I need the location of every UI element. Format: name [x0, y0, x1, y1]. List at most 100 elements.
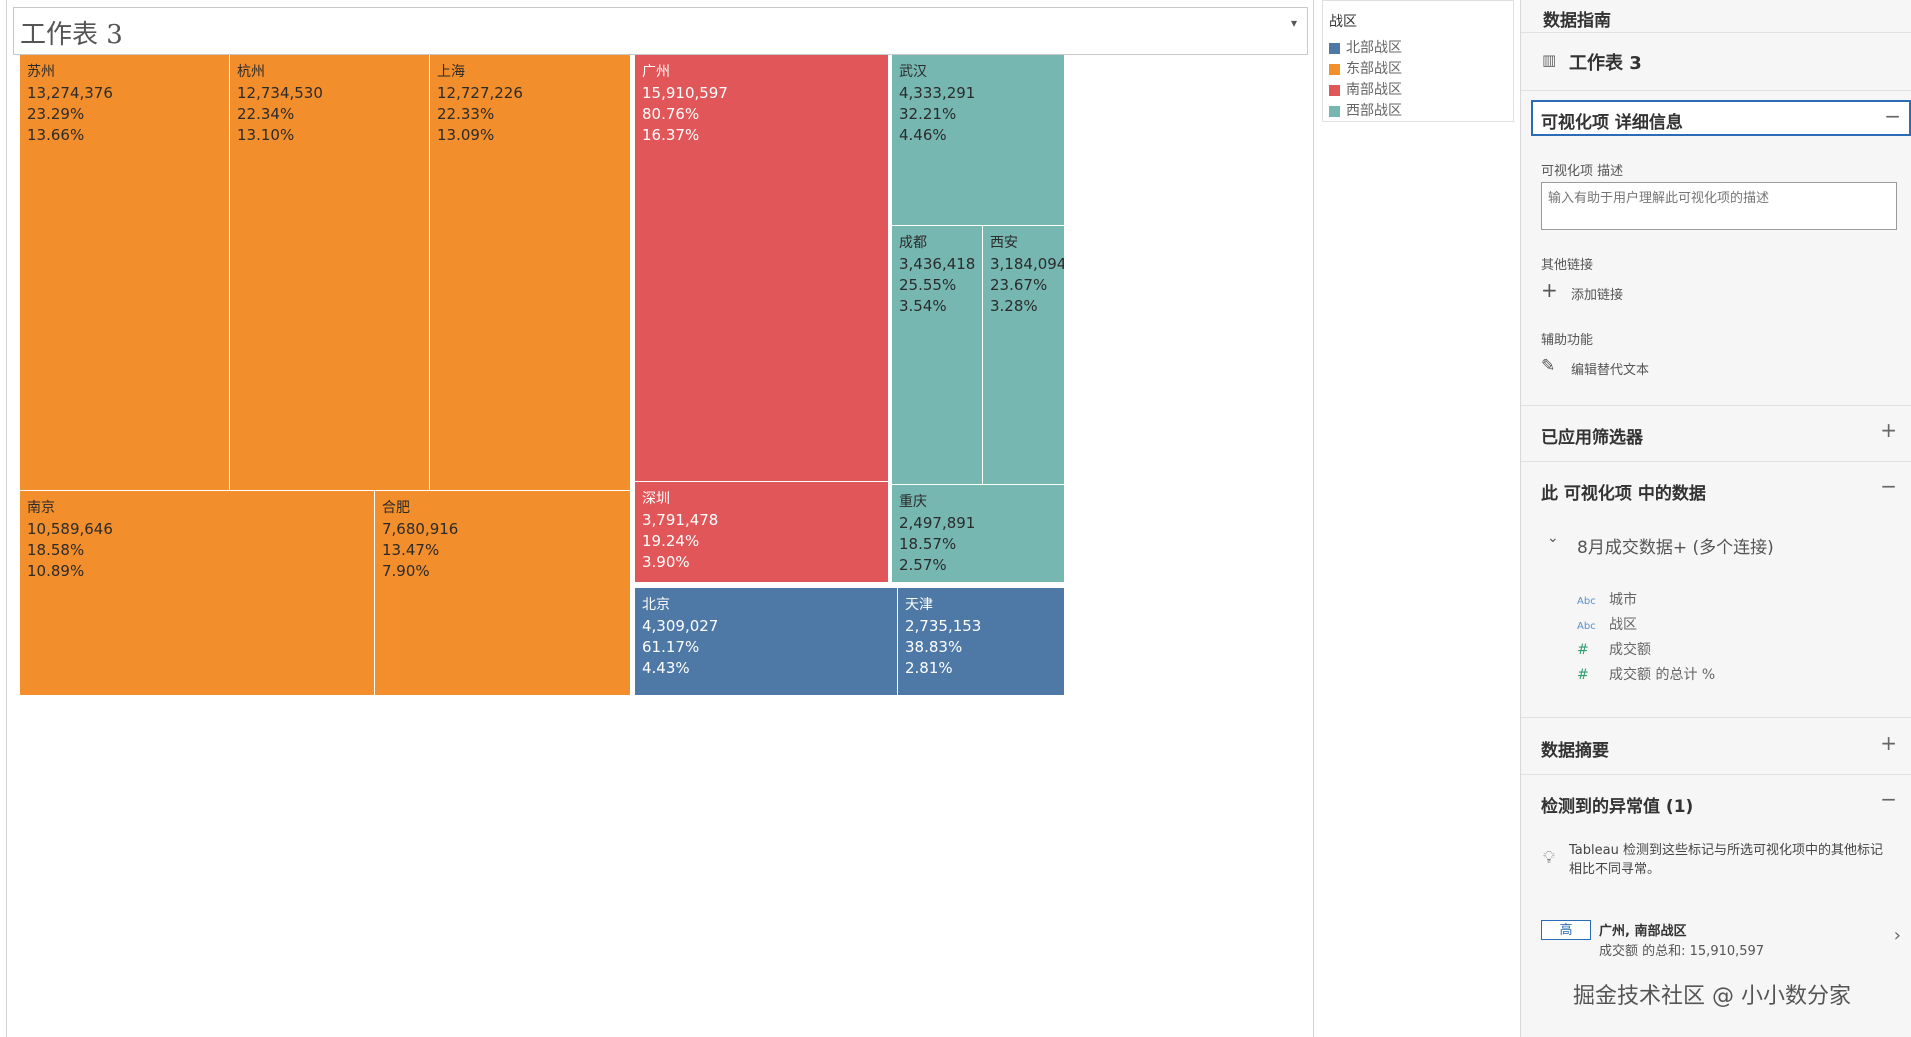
outliers-note: Tableau 检测到这些标记与所选可视化项中的其他标记相比不同寻常。	[1569, 843, 1883, 877]
legend-swatch	[1329, 63, 1340, 75]
tile-pct-total: 7.90%	[382, 562, 430, 580]
field-item: # 成交额 的总计 %	[1577, 664, 1715, 686]
field-item: # 成交额	[1577, 639, 1651, 661]
legend-item-west[interactable]: 西部战区	[1329, 100, 1402, 120]
outliers-title[interactable]: 检测到的异常值 (1)	[1541, 797, 1694, 817]
treemap-tile-shenzhen[interactable]: 深圳 3,791,478 19.24% 3.90%	[635, 482, 889, 583]
tile-city: 天津	[905, 597, 933, 613]
tile-city: 重庆	[899, 494, 927, 510]
treemap-tile-suzhou[interactable]: 苏州 13,274,376 23.29% 13.66%	[20, 55, 230, 491]
data-guide-panel: 数据指南 ▥ 工作表 3 可视化项 详细信息 − 可视化项 描述 其他链接 + …	[1520, 0, 1911, 1037]
legend-label: 西部战区	[1346, 103, 1402, 119]
collapse-icon[interactable]: −	[1884, 104, 1901, 128]
treemap-tile-chengdu[interactable]: 成都 3,436,418 25.55% 3.54%	[892, 226, 983, 485]
tile-pct-total: 13.10%	[237, 126, 295, 144]
legend-swatch	[1329, 84, 1340, 96]
legend-item-north[interactable]: 北部战区	[1329, 37, 1402, 57]
tile-pct-region: 25.55%	[899, 276, 957, 294]
worksheet-title-box[interactable]: 工作表 3 ▾	[13, 7, 1308, 55]
filters-title[interactable]: 已应用筛选器	[1541, 428, 1643, 448]
collapse-icon[interactable]: −	[1880, 474, 1897, 498]
outlier-badge: 高	[1541, 920, 1591, 940]
tile-pct-total: 13.09%	[437, 126, 495, 144]
pencil-icon: ✎	[1541, 356, 1556, 376]
string-type-icon: Abc	[1577, 596, 1596, 607]
treemap-tile-beijing[interactable]: 北京 4,309,027 61.17% 4.43%	[635, 588, 898, 696]
treemap-tile-guangzhou[interactable]: 广州 15,910,597 80.76% 16.37%	[635, 55, 889, 482]
legend-swatch	[1329, 42, 1340, 54]
collapse-icon[interactable]: −	[1880, 787, 1897, 811]
tile-value: 4,309,027	[642, 617, 719, 635]
tile-city: 上海	[437, 64, 465, 80]
treemap-tile-nanjing[interactable]: 南京 10,589,646 18.58% 10.89%	[20, 491, 375, 696]
chevron-right-icon[interactable]: ›	[1893, 925, 1901, 946]
tile-pct-region: 22.33%	[437, 105, 495, 123]
treemap-tile-hefei[interactable]: 合肥 7,680,916 13.47% 7.90%	[375, 491, 631, 696]
tile-pct-total: 10.89%	[27, 562, 85, 580]
tile-pct-total: 16.37%	[642, 126, 700, 144]
treemap-tile-hangzhou[interactable]: 杭州 12,734,530 22.34% 13.10%	[230, 55, 430, 491]
tile-city: 北京	[642, 597, 670, 613]
tile-pct-region: 13.47%	[382, 541, 440, 559]
tile-value: 13,274,376	[27, 84, 113, 102]
treemap-tile-chongqing[interactable]: 重庆 2,497,891 18.57% 2.57%	[892, 485, 1065, 583]
tile-value: 10,589,646	[27, 520, 113, 538]
tile-pct-region: 38.83%	[905, 638, 963, 656]
worksheet-title: 工作表 3	[20, 20, 123, 50]
field-item: Abc 城市	[1577, 589, 1637, 611]
tile-value: 12,727,226	[437, 84, 523, 102]
tile-value: 15,910,597	[642, 84, 728, 102]
tile-pct-region: 18.57%	[899, 535, 957, 553]
legend-label: 东部战区	[1346, 61, 1402, 77]
lightbulb-icon: 💡︎	[1543, 848, 1555, 868]
legend-item-south[interactable]: 南部战区	[1329, 79, 1402, 99]
expand-icon[interactable]: +	[1880, 731, 1897, 755]
panel-header: 数据指南	[1543, 11, 1611, 31]
field-name: 成交额	[1609, 642, 1651, 658]
tile-city: 广州	[642, 64, 670, 80]
tile-pct-total: 3.28%	[990, 297, 1038, 315]
treemap-tile-shanghai[interactable]: 上海 12,727,226 22.33% 13.09%	[430, 55, 631, 491]
tile-value: 12,734,530	[237, 84, 323, 102]
outlier-detail: 成交额 的总和: 15,910,597	[1599, 944, 1765, 959]
tile-value: 3,184,094	[990, 255, 1065, 273]
description-input[interactable]	[1541, 182, 1897, 230]
sheet-name: 工作表 3	[1569, 53, 1642, 74]
details-section-header[interactable]: 可视化项 详细信息 −	[1531, 100, 1911, 136]
tile-value: 4,333,291	[899, 84, 976, 102]
tile-city: 深圳	[642, 491, 670, 507]
tile-pct-region: 19.24%	[642, 532, 700, 550]
tile-pct-region: 18.58%	[27, 541, 85, 559]
treemap-tile-tianjin[interactable]: 天津 2,735,153 38.83% 2.81%	[898, 588, 1065, 696]
tile-pct-region: 23.29%	[27, 105, 85, 123]
number-type-icon: #	[1577, 667, 1589, 683]
color-legend: 战区 北部战区 东部战区 南部战区 西部战区	[1322, 0, 1514, 122]
number-type-icon: #	[1577, 642, 1589, 658]
treemap-tile-wuhan[interactable]: 武汉 4,333,291 32.21% 4.46%	[892, 55, 1065, 226]
datasource-name[interactable]: 8月成交数据+ (多个连接)	[1577, 538, 1774, 558]
data-section-title[interactable]: 此 可视化项 中的数据	[1541, 484, 1706, 504]
tile-pct-region: 32.21%	[899, 105, 957, 123]
tile-city: 武汉	[899, 64, 927, 80]
tile-value: 2,497,891	[899, 514, 976, 532]
summary-title[interactable]: 数据摘要	[1541, 741, 1609, 761]
legend-item-east[interactable]: 东部战区	[1329, 58, 1402, 78]
tile-value: 2,735,153	[905, 617, 982, 635]
tile-pct-region: 80.76%	[642, 105, 700, 123]
legend-swatch	[1329, 105, 1340, 117]
expand-icon[interactable]: +	[1880, 418, 1897, 442]
legend-label: 南部战区	[1346, 82, 1402, 98]
tile-value: 3,436,418	[899, 255, 976, 273]
outlier-item[interactable]: 高 广州, 南部战区 成交额 的总和: 15,910,597 ›	[1541, 918, 1907, 964]
caret-down-icon[interactable]: ▾	[1290, 16, 1297, 30]
watermark: 掘金技术社区 @ 小小数分家	[1573, 984, 1851, 1009]
string-type-icon: Abc	[1577, 621, 1596, 632]
tile-value: 3,791,478	[642, 511, 719, 529]
field-name: 城市	[1609, 592, 1637, 608]
tile-pct-total: 3.90%	[642, 553, 690, 571]
treemap-tile-xian[interactable]: 西安 3,184,094 23.67% 3.28%	[983, 226, 1065, 485]
chevron-down-icon[interactable]: ⌄	[1547, 530, 1559, 546]
tile-city: 合肥	[382, 500, 410, 516]
tile-pct-total: 2.57%	[899, 556, 947, 574]
tile-pct-total: 13.66%	[27, 126, 85, 144]
